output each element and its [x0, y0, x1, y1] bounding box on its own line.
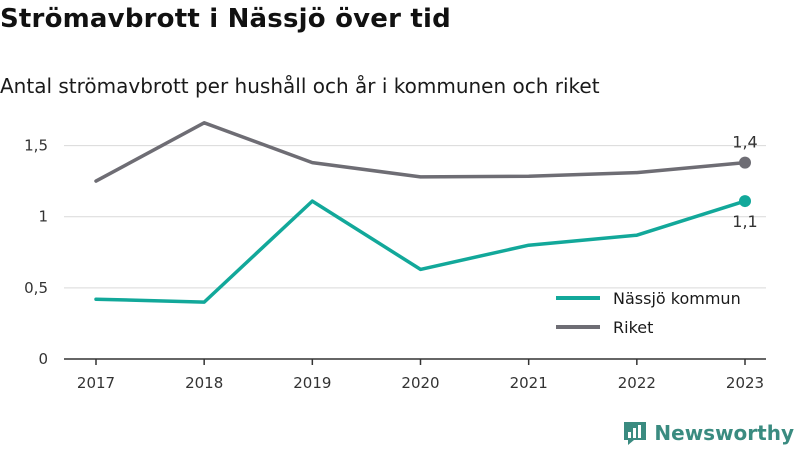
brand: Newsworthy — [622, 420, 794, 446]
x-tick-label: 2022 — [618, 374, 656, 392]
series-line-nassjo — [94, 199, 747, 304]
legend-label: Riket — [613, 318, 653, 337]
series-end-point — [739, 195, 751, 208]
y-tick-label: 0 — [38, 350, 48, 368]
series-end-label: 1,1 — [732, 212, 757, 231]
x-tick-label: 2019 — [293, 374, 331, 392]
y-tick-label: 0,5 — [24, 279, 48, 297]
series-end-point — [739, 156, 751, 169]
x-tick-label: 2018 — [185, 374, 223, 392]
chart-subtitle: Antal strömavbrott per hushåll och år i … — [0, 74, 600, 98]
x-tick-label: 2021 — [510, 374, 548, 392]
legend-label: Nässjö kommun — [613, 289, 741, 308]
series-line-riket — [94, 121, 747, 183]
x-tick-label: 2023 — [726, 374, 764, 392]
chart-title: Strömavbrott i Nässjö över tid — [0, 4, 451, 34]
brand-name: Newsworthy — [654, 421, 794, 445]
bar-chart-logo-icon — [624, 422, 647, 445]
x-tick-label: 2017 — [77, 374, 115, 392]
series-end-label: 1,4 — [732, 133, 757, 152]
y-tick-label: 1 — [38, 208, 48, 226]
x-tick-label: 2020 — [401, 374, 439, 392]
y-tick-label: 1,5 — [24, 137, 48, 155]
